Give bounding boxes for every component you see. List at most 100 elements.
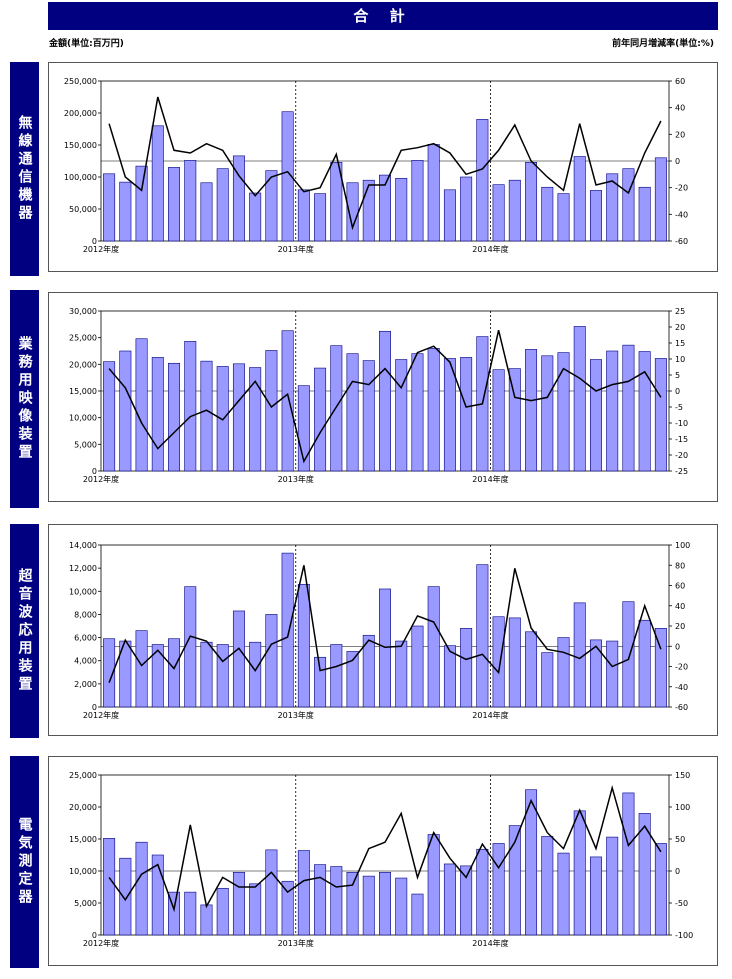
left-axis-tick-label: 12,000 [69, 564, 97, 573]
right-axis-tick-label: -20 [675, 451, 688, 460]
data-bar [443, 358, 456, 472]
data-bar [232, 871, 245, 936]
right-axis-tick-label: 20 [675, 130, 685, 139]
data-bar [638, 351, 651, 472]
data-bar [168, 891, 181, 936]
side-label-wireless: 無線通信機器 [10, 62, 39, 276]
data-bar [395, 359, 408, 472]
right-axis-tick-label: -40 [675, 683, 688, 692]
data-bar [216, 168, 229, 242]
left-axis-tick-label: 25,000 [69, 334, 97, 343]
right-axis-tick-label: 25 [675, 307, 685, 316]
left-axis-tick-label: 20,000 [69, 360, 97, 369]
right-axis-tick-label: 50 [675, 835, 685, 844]
x-axis-year-label: 2012年度 [83, 244, 119, 254]
data-bar [460, 357, 473, 472]
right-axis-tick-label: 100 [675, 803, 690, 812]
data-bar [492, 616, 505, 708]
data-bar [249, 641, 262, 708]
data-bar [314, 193, 327, 242]
x-axis-year-label: 2012年度 [83, 474, 119, 484]
data-bar [330, 161, 343, 242]
data-bar [200, 904, 213, 936]
data-bar [508, 368, 521, 472]
left-axis-tick-label: 30,000 [69, 307, 97, 316]
data-bar [151, 644, 164, 708]
growth-rate-line [108, 784, 662, 913]
growth-rate-unit-label: 前年同月増減率(単位:%) [612, 39, 714, 49]
right-axis-tick-label: -20 [675, 184, 688, 193]
x-axis-year-label: 2014年度 [472, 710, 508, 720]
data-bar [151, 125, 164, 242]
left-axis-tick-label: 4,000 [74, 657, 97, 666]
data-bar [168, 167, 181, 242]
x-axis-year-label: 2012年度 [83, 938, 119, 948]
data-bar [281, 330, 294, 472]
data-bar [460, 865, 473, 936]
data-bar [606, 350, 619, 472]
left-axis-tick-label: 0 [92, 931, 97, 940]
data-bar [427, 586, 440, 708]
data-bar [135, 630, 148, 708]
chart-svg: 0 2,000 4,000 6,000 8,000 10,000 12,000 14,000 -… [69, 541, 690, 720]
data-bar [557, 852, 570, 936]
left-axis-tick-label: 20,000 [69, 803, 97, 812]
data-bar [541, 652, 554, 708]
side-label-electric: 電気測定器 [10, 756, 39, 968]
data-bar [362, 360, 375, 472]
data-bar [395, 877, 408, 936]
right-axis-tick-label: -25 [675, 467, 688, 476]
data-bar [606, 836, 619, 936]
data-bar [557, 352, 570, 472]
data-bar [362, 634, 375, 708]
data-bar [525, 631, 538, 708]
chart-svg: 0 5,000 10,000 15,000 20,000 25,000 -100 -50 0 50… [69, 771, 693, 948]
data-bar [622, 601, 635, 708]
x-axis-year-label: 2013年度 [278, 474, 314, 484]
data-bar [232, 155, 245, 242]
data-bar [135, 338, 148, 472]
amount-unit-label: 金額(単位:百万円) [49, 39, 124, 49]
data-bar [200, 360, 213, 472]
data-bar [427, 834, 440, 936]
data-bar [654, 843, 667, 936]
data-bar [265, 350, 278, 472]
chart-panel-electric: 0 5,000 10,000 15,000 20,000 25,000 -100 -50 0 50… [48, 756, 718, 966]
right-axis-tick-label: 20 [675, 323, 685, 332]
data-bar [249, 883, 262, 936]
data-bar [508, 825, 521, 936]
data-bar [249, 367, 262, 472]
right-axis-tick-label: 0 [675, 387, 680, 396]
data-bar [589, 359, 602, 472]
data-bar [330, 644, 343, 708]
growth-rate-line [108, 565, 662, 683]
data-bar [573, 156, 586, 242]
x-axis-year-label: 2014年度 [472, 244, 508, 254]
right-axis-tick-label: 60 [675, 582, 685, 591]
data-bar [314, 367, 327, 472]
data-bar [460, 628, 473, 708]
data-bar [297, 584, 310, 708]
right-axis-tick-label: -60 [675, 703, 688, 712]
left-axis-tick-label: 8,000 [74, 610, 97, 619]
data-bar [119, 350, 132, 472]
x-axis-year-label: 2014年度 [472, 474, 508, 484]
data-bar [573, 326, 586, 472]
x-axis-year-label: 2013年度 [278, 938, 314, 948]
left-axis-tick-label: 14,000 [69, 541, 97, 550]
data-bar [184, 586, 197, 708]
right-axis-tick-label: 20 [675, 622, 685, 631]
data-bar [265, 170, 278, 242]
data-bar [411, 893, 424, 936]
data-bar [151, 854, 164, 936]
growth-rate-line [108, 96, 662, 231]
data-bar [346, 651, 359, 708]
data-bar [476, 119, 489, 242]
data-bar [443, 645, 456, 708]
right-axis-tick-label: 40 [675, 104, 685, 113]
data-bar [314, 656, 327, 708]
right-axis-tick-label: 5 [675, 371, 680, 380]
right-axis-tick-label: 40 [675, 602, 685, 611]
data-bar [119, 181, 132, 242]
x-axis-year-label: 2012年度 [83, 710, 119, 720]
